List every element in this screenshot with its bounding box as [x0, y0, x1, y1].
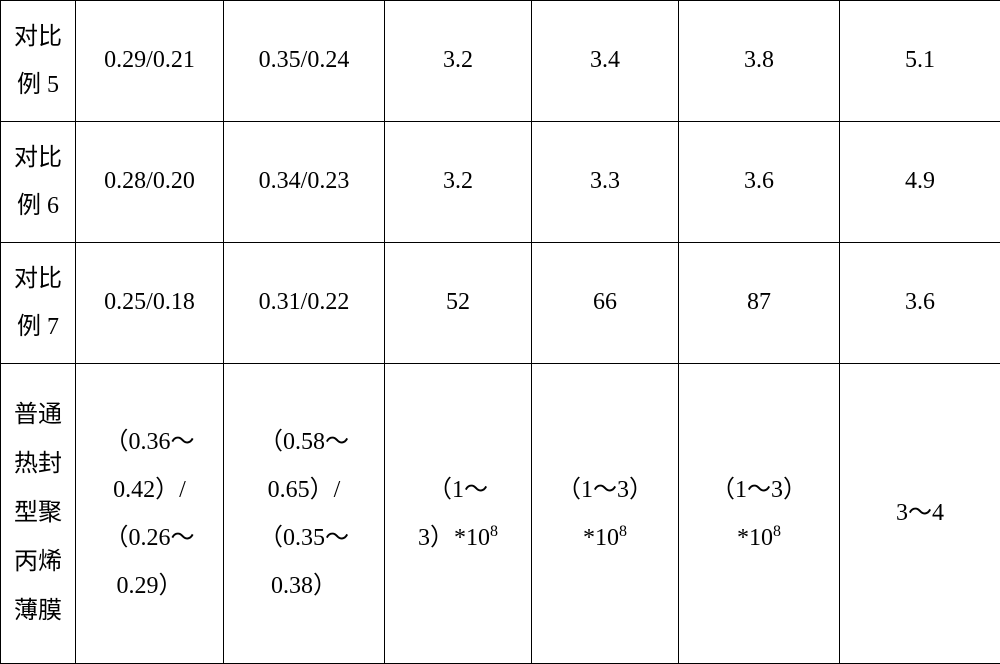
label-line: 对比: [14, 24, 62, 50]
cell-b: 0.35/0.24: [224, 1, 385, 122]
cell-d: 3.4: [532, 1, 679, 122]
cell-d: （1～3） *108: [532, 364, 679, 664]
cell-line: （1～3）: [557, 477, 653, 503]
cell-a: （0.36～ 0.42）/ （0.26～ 0.29）: [76, 364, 224, 664]
cell-c: 3.2: [385, 1, 532, 122]
cell-line-prefix: *10: [737, 525, 773, 551]
row-label: 普通 热封 型聚 丙烯 薄膜: [1, 364, 76, 664]
cell-line: （1～3）: [711, 477, 807, 503]
cell-line: （0.58～: [259, 429, 349, 455]
data-table: 对比 例 5 0.29/0.21 0.35/0.24 3.2 3.4 3.8 5…: [0, 0, 1000, 664]
cell-c: 52: [385, 243, 532, 364]
cell-f: 3.6: [840, 243, 1000, 364]
cell-line-prefix: *10: [583, 525, 619, 551]
cell-line: （0.35～: [259, 525, 349, 551]
cell-b: 0.31/0.22: [224, 243, 385, 364]
cell-sup: 8: [773, 523, 781, 540]
cell-b: 0.34/0.23: [224, 122, 385, 243]
cell-line: （0.36～: [105, 429, 195, 455]
label-line: 薄膜: [14, 598, 62, 624]
cell-c: 3.2: [385, 122, 532, 243]
cell-line: 0.65）/: [268, 477, 341, 503]
label-line: 型聚: [14, 500, 62, 526]
row-label: 对比 例 5: [1, 1, 76, 122]
cell-line-prefix: 3）*10: [418, 525, 490, 551]
cell-d: 66: [532, 243, 679, 364]
cell-f: 3～4: [840, 364, 1000, 664]
cell-sup: 8: [619, 523, 627, 540]
cell-e: （1～3） *108: [679, 364, 840, 664]
cell-d: 3.3: [532, 122, 679, 243]
label-line: 例 6: [17, 193, 59, 219]
table-row: 普通 热封 型聚 丙烯 薄膜 （0.36～ 0.42）/ （0.26～ 0.29…: [1, 364, 1000, 664]
cell-e: 3.8: [679, 1, 840, 122]
row-label: 对比 例 7: [1, 243, 76, 364]
table-row: 对比 例 7 0.25/0.18 0.31/0.22 52 66 87 3.6: [1, 243, 1000, 364]
cell-line: （0.26～: [105, 525, 195, 551]
cell-f: 5.1: [840, 1, 1000, 122]
label-line: 普通: [14, 402, 62, 428]
label-line: 热封: [14, 451, 62, 477]
cell-a: 0.25/0.18: [76, 243, 224, 364]
label-line: 对比: [14, 266, 62, 292]
cell-b: （0.58～ 0.65）/ （0.35～ 0.38）: [224, 364, 385, 664]
row-label: 对比 例 6: [1, 122, 76, 243]
table-row: 对比 例 6 0.28/0.20 0.34/0.23 3.2 3.3 3.6 4…: [1, 122, 1000, 243]
cell-a: 0.29/0.21: [76, 1, 224, 122]
cell-f: 4.9: [840, 122, 1000, 243]
cell-e: 87: [679, 243, 840, 364]
cell-line: 0.29）: [117, 573, 183, 599]
label-line: 对比: [14, 145, 62, 171]
cell-c: （1～ 3）*108: [385, 364, 532, 664]
cell-e: 3.6: [679, 122, 840, 243]
cell-line: 0.42）/: [113, 477, 186, 503]
label-line: 丙烯: [14, 549, 62, 575]
cell-a: 0.28/0.20: [76, 122, 224, 243]
cell-line: 0.38）: [271, 573, 337, 599]
cell-sup: 8: [490, 523, 498, 540]
cell-line: （1～: [428, 477, 488, 503]
table-row: 对比 例 5 0.29/0.21 0.35/0.24 3.2 3.4 3.8 5…: [1, 1, 1000, 122]
label-line: 例 7: [17, 314, 59, 340]
label-line: 例 5: [17, 72, 59, 98]
